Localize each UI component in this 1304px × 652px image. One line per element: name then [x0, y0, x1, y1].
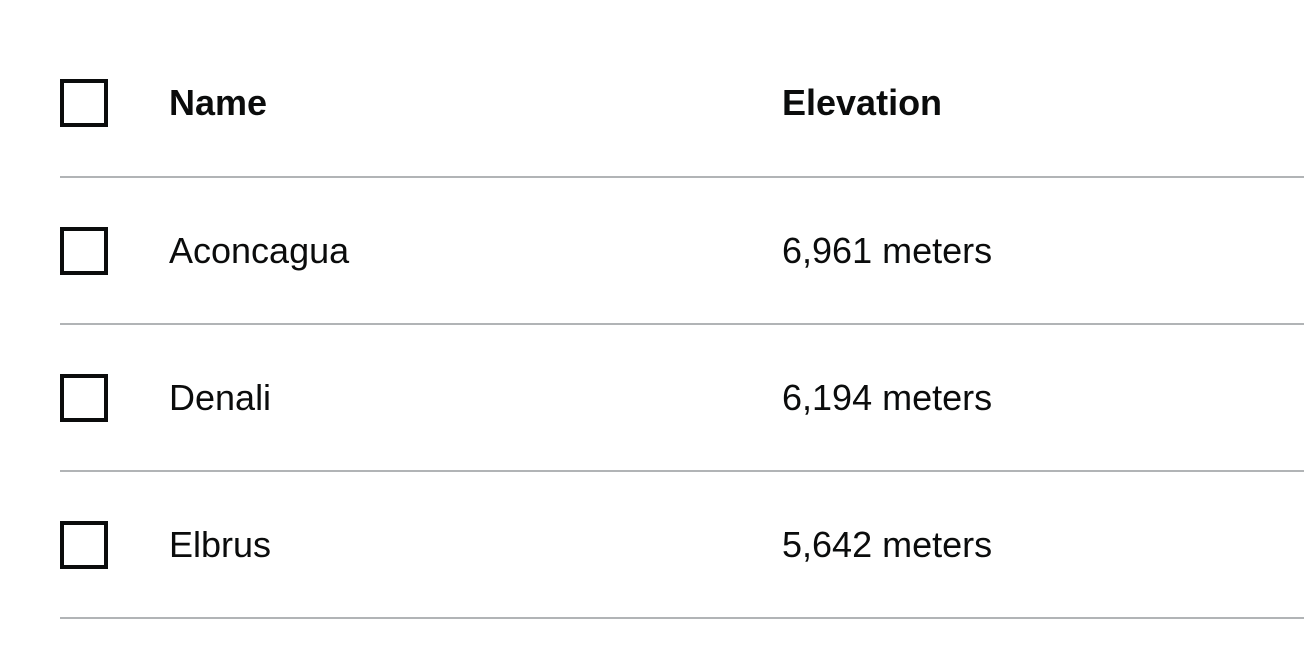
- column-header-name: Name: [169, 82, 268, 123]
- row-checkbox-aconcagua[interactable]: [60, 226, 108, 275]
- cell-name: Aconcagua: [169, 229, 350, 271]
- row-select-cell: [60, 373, 169, 422]
- column-header-elevation: Elevation: [782, 82, 943, 123]
- row-select-cell: [60, 520, 169, 569]
- select-all-checkbox[interactable]: [60, 79, 108, 127]
- row-checkbox-denali[interactable]: [60, 373, 108, 422]
- row-select-cell: [60, 226, 169, 275]
- cell-name: Denali: [169, 376, 272, 418]
- row-checkbox-elbrus[interactable]: [60, 520, 108, 569]
- table-header-row: Name Elevation: [60, 30, 1304, 178]
- cell-elevation: 5,642 meters: [782, 523, 993, 565]
- select-all-cell: [60, 79, 169, 127]
- table-row: Elbrus 5,642 meters: [60, 472, 1304, 619]
- mountains-table: Name Elevation Aconcagua 6,961 meters De…: [60, 30, 1304, 619]
- table-row: Denali 6,194 meters: [60, 325, 1304, 472]
- cell-elevation: 6,961 meters: [782, 229, 993, 271]
- cell-name: Elbrus: [169, 523, 272, 565]
- table-row: Aconcagua 6,961 meters: [60, 178, 1304, 325]
- cell-elevation: 6,194 meters: [782, 376, 993, 418]
